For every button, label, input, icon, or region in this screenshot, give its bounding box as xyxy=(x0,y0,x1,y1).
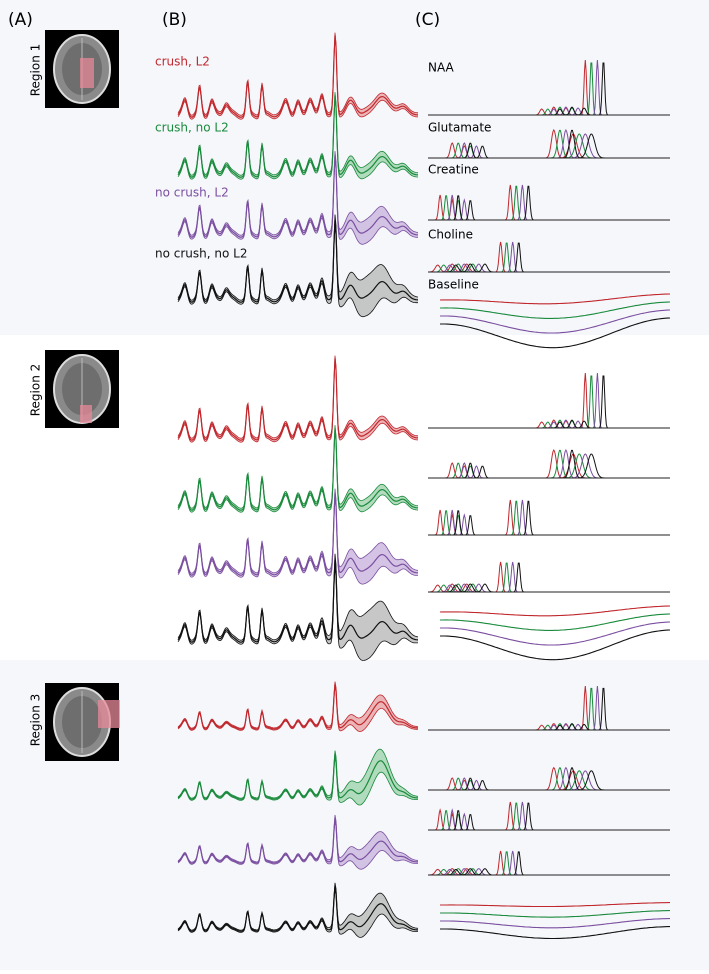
baseline-line xyxy=(440,902,670,908)
metabolite-line xyxy=(428,372,670,429)
metabolite-line xyxy=(428,561,670,593)
spectrum-bound xyxy=(177,430,419,513)
metabolite-line xyxy=(428,448,670,479)
spectrum-bound xyxy=(177,553,419,641)
spectrum-band xyxy=(178,488,418,585)
spectrum-bound xyxy=(177,425,419,509)
spectrum-bound xyxy=(177,225,418,318)
baseline-line xyxy=(440,926,670,940)
condition-label: no crush, no L2 xyxy=(155,247,247,261)
spectrum-bound xyxy=(177,566,418,661)
spectrum-bound xyxy=(177,92,419,176)
spectrum-bound xyxy=(177,814,419,863)
region-label: Region 2 xyxy=(29,364,43,417)
spectrum-bound xyxy=(177,748,419,799)
baseline-line xyxy=(439,605,671,617)
spectrum-band xyxy=(178,553,418,661)
spectrum-bound xyxy=(177,32,419,116)
spectrum-line xyxy=(177,885,418,932)
spectrum-band xyxy=(178,815,418,870)
metabolite-label: NAA xyxy=(428,61,455,75)
baseline-line xyxy=(440,918,670,929)
region-label: Region 3 xyxy=(29,694,43,747)
spectrum-line xyxy=(177,154,419,238)
spectrum-bound xyxy=(177,355,419,439)
spectrum-band xyxy=(178,882,418,938)
spectrum-line xyxy=(177,492,419,576)
spectrum-bound xyxy=(177,360,419,443)
spectrum-bound xyxy=(177,757,418,806)
region-label: Region 1 xyxy=(29,44,43,97)
spectrum-bound xyxy=(177,889,418,938)
panel-label: (B) xyxy=(162,10,187,30)
metabolite-line xyxy=(428,372,670,429)
spectrum-bound xyxy=(177,158,418,245)
spectrum-band xyxy=(178,681,418,732)
metabolite-label: Choline xyxy=(428,228,473,242)
spectrum-band xyxy=(178,749,418,805)
roi xyxy=(80,405,92,423)
metabolite-line xyxy=(428,500,670,536)
spectrum-line xyxy=(177,94,419,178)
roi xyxy=(80,58,94,88)
condition-label: crush, L2 xyxy=(155,55,210,69)
metabolite-line xyxy=(428,500,670,536)
baseline-line xyxy=(440,301,671,319)
baseline-line xyxy=(440,309,671,334)
spectrum-line xyxy=(177,683,418,730)
spectrum-bound xyxy=(177,686,418,733)
spectrum-bound xyxy=(177,882,419,931)
metabolite-label: Baseline xyxy=(428,278,479,292)
metabolite-line xyxy=(428,375,670,429)
panel-label: (A) xyxy=(8,10,33,30)
spectrum-line xyxy=(177,357,419,441)
spectrum-bound xyxy=(177,37,419,120)
roi xyxy=(98,700,120,728)
baseline-line xyxy=(440,910,670,918)
spectrum-bound xyxy=(177,820,418,870)
metabolite-label: Creatine xyxy=(428,163,479,177)
spectrum-line xyxy=(177,34,419,118)
spectrum-line xyxy=(177,753,418,800)
condition-label: no crush, L2 xyxy=(155,186,229,200)
spectrum-bound xyxy=(177,497,418,585)
baseline-line xyxy=(440,613,671,631)
metabolite-line xyxy=(428,499,670,536)
baseline-line xyxy=(440,629,671,661)
spectrum-bound xyxy=(177,151,419,236)
spectrum-bound xyxy=(177,488,419,574)
spectrum-line xyxy=(177,559,419,643)
spectrum-bound xyxy=(177,681,419,729)
metabolite-line xyxy=(428,499,670,536)
spectrum-line xyxy=(177,817,418,864)
spectrum-line xyxy=(177,427,419,511)
condition-label: crush, no L2 xyxy=(155,121,229,135)
spectrum-bound xyxy=(177,97,419,180)
baseline-line xyxy=(440,621,671,646)
spectrum-band xyxy=(178,214,418,317)
baseline-line xyxy=(439,293,671,305)
baseline-line xyxy=(440,317,671,349)
metabolite-label: Glutamate xyxy=(428,121,491,135)
metabolite-line xyxy=(428,375,670,429)
spectrum-bound xyxy=(177,214,419,301)
spectrum-line xyxy=(177,219,419,303)
panel-label: (C) xyxy=(415,10,440,30)
